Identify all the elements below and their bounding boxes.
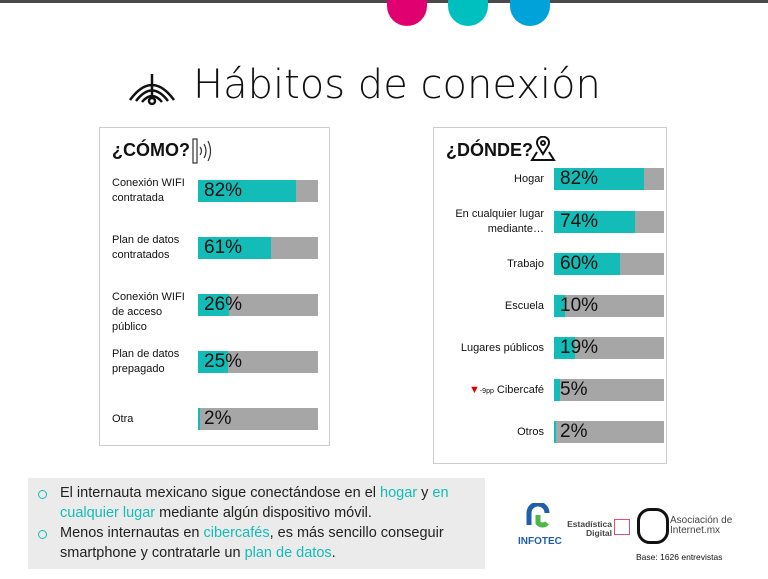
bar-label: Hogar [514,172,544,185]
bar-fill [554,253,620,275]
bar-label: Conexión WIFI de acceso público [112,291,185,333]
bar-track: 19% [554,337,664,359]
top-bar [0,0,768,3]
bar-value: 82% [560,168,599,189]
bar-label: ▼-9pp Cibercafé [468,383,544,396]
bar-value: 2% [560,421,588,442]
bar-label: En cualquier lugar mediante… [455,208,544,235]
asociacion-logo-icon [637,508,669,544]
bar-row: Lugares públicos 19% [434,337,666,359]
bar-label: Otros [517,425,544,438]
bar-value: 60% [560,253,599,274]
bar-track: 26% [198,294,318,316]
bullet-icon [38,490,47,499]
bar-label: Plan de datos contratados [112,234,180,261]
asociacion-logo: Asociación de Internet.mx [670,515,733,536]
bar-row: Conexión WIFI contratada 82% [100,177,329,204]
bar-value: 10% [560,295,599,316]
bar-fill [554,379,560,401]
donde-panel: ¿DÓNDE? Hogar 82% En cualquier lugar media… [433,127,667,464]
bar-track: 10% [554,295,664,317]
bar-fill [198,180,297,202]
bar-fill [554,337,575,359]
bar-row: En cualquier lugar mediante… 74% [434,208,666,235]
bar-value: 2% [204,408,232,429]
bar-value: 26% [204,294,243,315]
bullet-icon [38,530,47,539]
wifi-antenna-icon [128,74,176,106]
bar-track: 61% [198,237,318,259]
bar-row: Escuela 10% [434,295,666,317]
bar-row: Plan de datos prepagado 25% [100,348,329,375]
bar-value: 82% [204,180,243,201]
bar-value: 61% [204,237,243,258]
bar-value: 5% [560,379,588,400]
bar-fill [198,351,228,373]
bar-track: 2% [554,421,664,443]
bar-track: 82% [554,168,664,190]
bar-label: Plan de datos prepagado [112,348,180,375]
bar-fill [554,168,645,190]
base-note: Base: 1626 entrevistas [636,552,723,562]
bar-row: Plan de datos contratados 61% [100,234,329,261]
teal-dot [448,0,488,26]
signal-icon [192,138,212,164]
como-panel: ¿CÓMO? Conexión WIFI contratada 82% Plan d… [99,127,330,446]
bar-fill [554,421,557,443]
bar-fill [198,237,272,259]
bar-fill [554,211,636,233]
pink-dot [387,0,427,26]
bar-row: Trabajo 60% [434,253,666,275]
bar-value: 74% [560,211,599,232]
bar-track: 5% [554,379,664,401]
bar-label: Conexión WIFI contratada [112,177,185,204]
bar-value: 19% [560,337,599,358]
bar-track: 74% [554,211,664,233]
bar-fill [198,294,230,316]
note-2: Menos internautas en cibercafés, es más … [60,525,444,561]
map-pin-icon [530,136,556,161]
donde-heading: ¿DÓNDE? [446,140,533,160]
cube-icon [614,519,630,535]
bar-track: 60% [554,253,664,275]
infotec-logo: INFOTEC [518,501,562,547]
bar-label: Escuela [504,299,544,312]
bar-value: 25% [204,351,243,372]
bar-track: 25% [198,351,318,373]
bar-label: Lugares públicos [460,341,544,354]
bar-fill [198,408,201,430]
como-heading: ¿CÓMO? [112,140,190,160]
estadistica-logo: Estadística Digital [567,519,612,538]
notes-panel: El internauta mexicano sigue conectándos… [28,478,485,569]
bar-label: Trabajo [507,257,544,270]
bar-row: Otra 2% [100,408,329,430]
bar-row: Hogar 82% [434,168,666,190]
page-title: Hábitos de conexión [193,62,601,108]
bar-track: 2% [198,408,318,430]
bar-track: 82% [198,180,318,202]
bar-row: ▼-9pp Cibercafé 5% [434,379,666,401]
down-arrow-icon: ▼ [468,383,480,396]
bar-fill [554,295,565,317]
change-badge: -9pp [479,387,494,395]
bar-row: Otros 2% [434,421,666,443]
bar-label: Otra [112,412,134,425]
blue-dot [510,0,550,26]
note-1: El internauta mexicano sigue conectándos… [60,485,449,521]
bar-row: Conexión WIFI de acceso público 26% [100,291,329,333]
